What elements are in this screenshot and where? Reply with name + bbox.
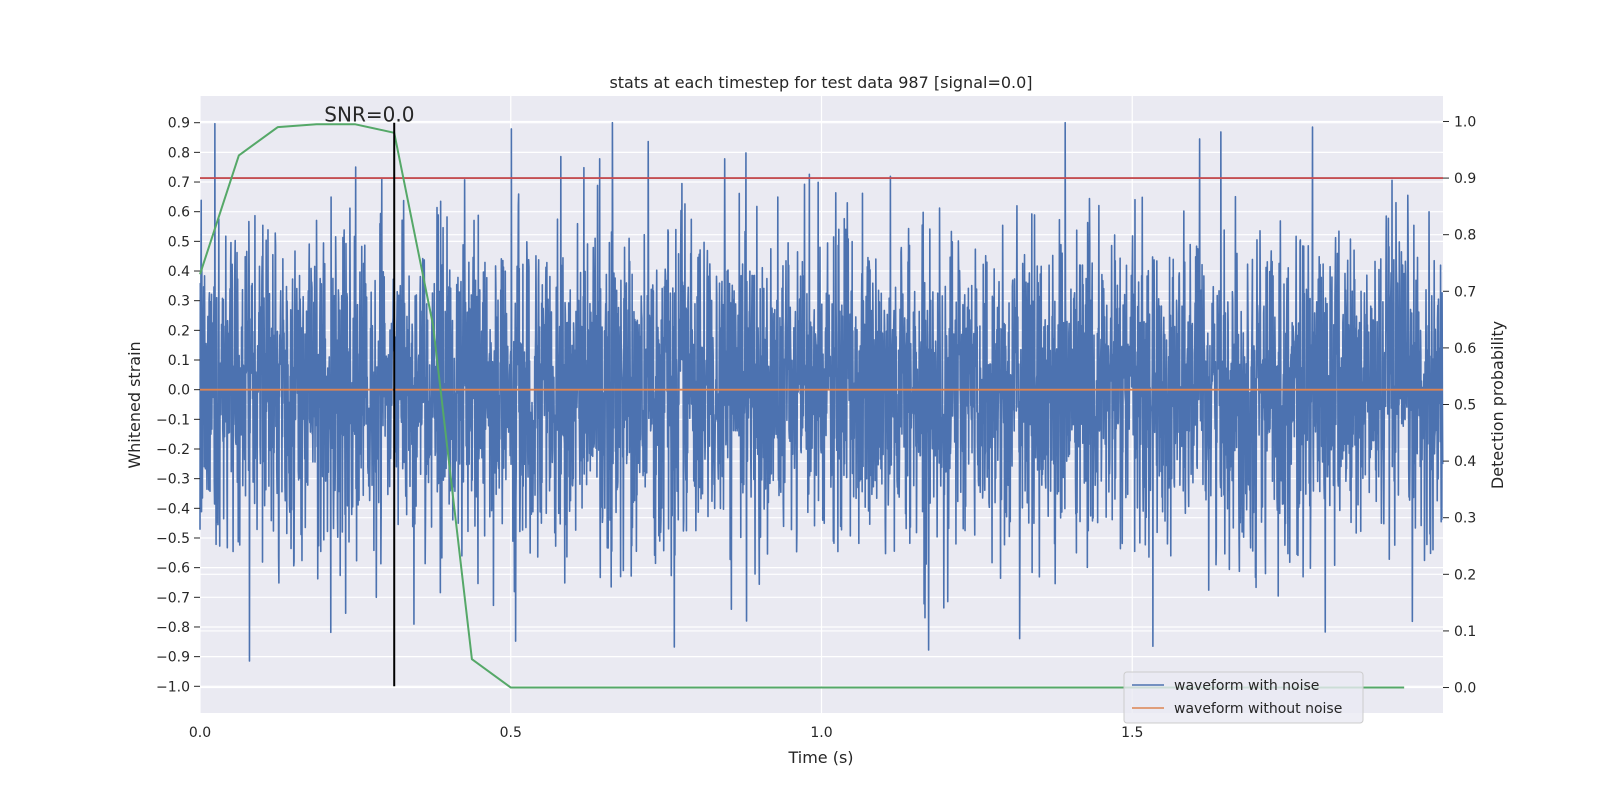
- y-right-tick-label: 0.4: [1454, 454, 1476, 470]
- legend-box: [1123, 671, 1364, 724]
- x-axis-label: Time (s): [787, 748, 853, 767]
- y-left-tick-label: −0.8: [156, 620, 190, 636]
- y-right-tick-label: 0.2: [1454, 567, 1476, 583]
- y-right-tick-label: 0.6: [1454, 341, 1476, 357]
- y-right-tick-label: 0.5: [1454, 398, 1476, 414]
- y-left-tick-label: 0.9: [168, 116, 190, 132]
- y-right-tick-label: 0.8: [1454, 228, 1476, 244]
- y-right-tick-label: 0.1: [1454, 624, 1476, 640]
- y-right-tick-label: 0.3: [1454, 511, 1476, 527]
- y-right-tick-label: 0.7: [1454, 284, 1476, 300]
- y-axis-left-ticks: 0.9 0.8 0.7 0.6 0.5 0.4 0.3 0.2 0.1 0.0 −0.1 −0.2 −0…: [156, 116, 200, 695]
- y-left-tick-label: 0.5: [168, 234, 190, 250]
- y-left-tick-label: −0.7: [156, 590, 190, 606]
- y-left-tick-label: −0.2: [156, 442, 190, 458]
- legend: waveform with noise waveform without noi…: [1123, 671, 1364, 724]
- x-axis-ticks: 0.0 0.5 1.0 1.5: [189, 725, 1144, 741]
- y-axis-right-label: Detection probability: [1488, 321, 1507, 489]
- x-tick-label: 0.0: [189, 725, 211, 741]
- y-left-tick-label: −0.3: [156, 472, 190, 488]
- y-right-tick-label: 1.0: [1454, 114, 1476, 130]
- y-left-tick-label: 0.8: [168, 145, 190, 161]
- snr-annotation: SNR=0.0: [324, 103, 414, 127]
- y-left-tick-label: −0.1: [156, 412, 190, 428]
- legend-label-noise: waveform with noise: [1174, 678, 1319, 694]
- chart-title: stats at each timestep for test data 987…: [609, 73, 1032, 92]
- y-left-tick-label: −0.5: [156, 531, 190, 547]
- y-left-tick-label: 0.2: [168, 323, 190, 339]
- x-tick-label: 1.0: [810, 725, 832, 741]
- y-left-tick-label: −0.9: [156, 650, 190, 666]
- y-left-tick-label: 0.0: [168, 383, 190, 399]
- y-axis-right-ticks: 1.0 0.9 0.8 0.7 0.6 0.5 0.4 0.3 0.2 0.1 0.0: [1443, 114, 1476, 697]
- y-left-tick-label: −0.4: [156, 501, 190, 517]
- series-layer: [199, 121, 1444, 689]
- legend-label-clean: waveform without noise: [1174, 701, 1342, 717]
- y-axis-left-label: Whitened strain: [125, 341, 144, 468]
- y-right-tick-label: 0.9: [1454, 171, 1476, 187]
- y-left-tick-label: −1.0: [156, 679, 190, 695]
- y-right-tick-label: 0.0: [1454, 681, 1476, 697]
- series-line-detection-probability: [199, 123, 1405, 689]
- y-left-tick-label: 0.7: [168, 175, 190, 191]
- x-tick-label: 0.5: [500, 725, 522, 741]
- y-left-tick-label: 0.3: [168, 294, 190, 310]
- x-tick-label: 1.5: [1121, 725, 1143, 741]
- y-left-tick-label: 0.4: [168, 264, 190, 280]
- y-left-tick-label: 0.1: [168, 353, 190, 369]
- y-left-tick-label: 0.6: [168, 205, 190, 221]
- y-left-tick-label: −0.6: [156, 561, 190, 577]
